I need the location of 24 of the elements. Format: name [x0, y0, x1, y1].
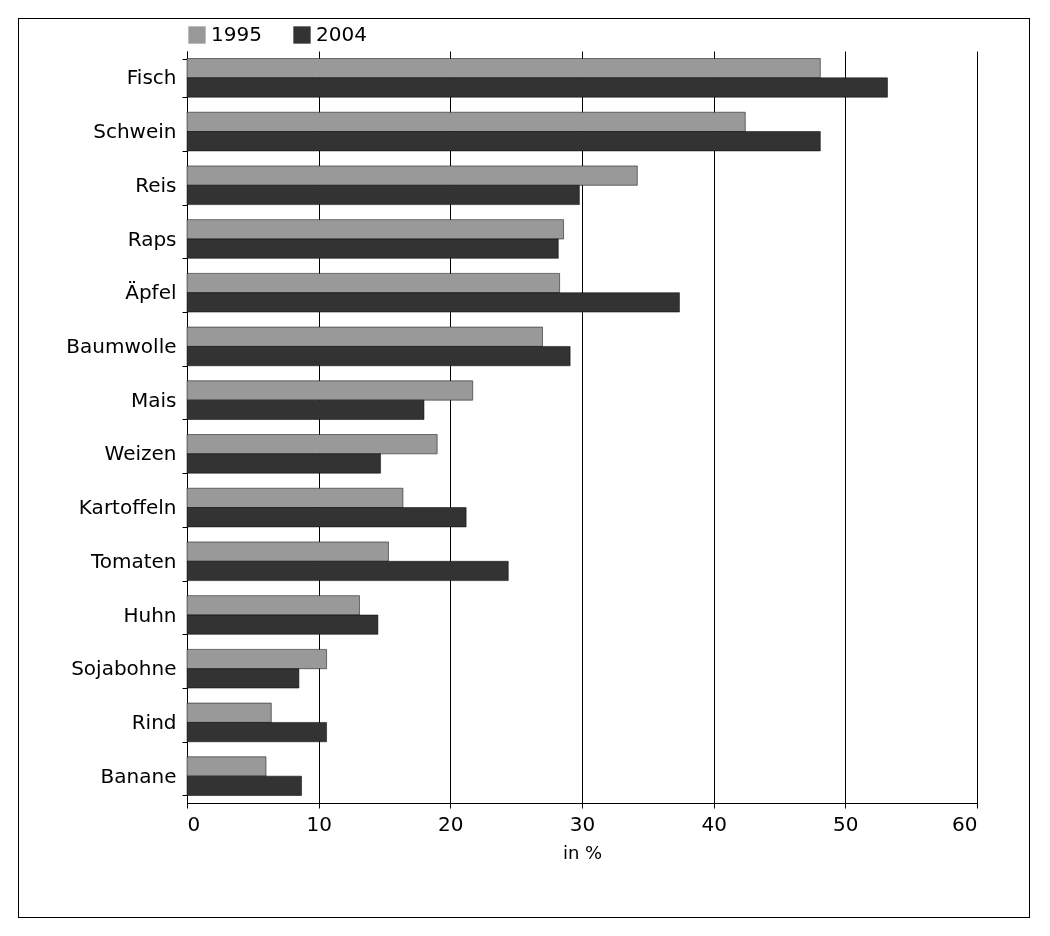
x-tick-label: 10 — [306, 811, 332, 836]
y-tick-label: Rind — [131, 709, 177, 734]
x-tick-label: 60 — [952, 811, 978, 836]
y-tick-label: Sojabohne — [71, 656, 177, 681]
legend-label: 1995 — [211, 22, 262, 46]
x-axis-title: in % — [562, 841, 603, 863]
y-tick-label: Baumwolle — [66, 333, 177, 358]
x-tick-label: 20 — [438, 811, 464, 836]
y-tick-label: Raps — [127, 226, 177, 251]
y-tick-label: Huhn — [123, 602, 177, 627]
y-tick-label: Tomaten — [89, 548, 177, 573]
y-tick-label: Mais — [131, 387, 177, 412]
y-tick-label: Fisch — [126, 65, 177, 90]
y-tick-label: Reis — [135, 172, 177, 197]
y-tick-label: Schwein — [93, 119, 177, 144]
x-tick-label: 30 — [569, 811, 596, 836]
y-tick-label: Äpfel — [125, 280, 177, 305]
legend-label: 2004 — [316, 22, 367, 46]
y-tick-label: Weizen — [104, 441, 177, 466]
y-tick-label: Kartoffeln — [78, 495, 177, 520]
x-tick-label: 0 — [187, 811, 201, 836]
x-tick-label: 40 — [701, 811, 727, 836]
y-tick-label: Banane — [100, 763, 177, 788]
x-tick-label: 50 — [833, 811, 859, 836]
